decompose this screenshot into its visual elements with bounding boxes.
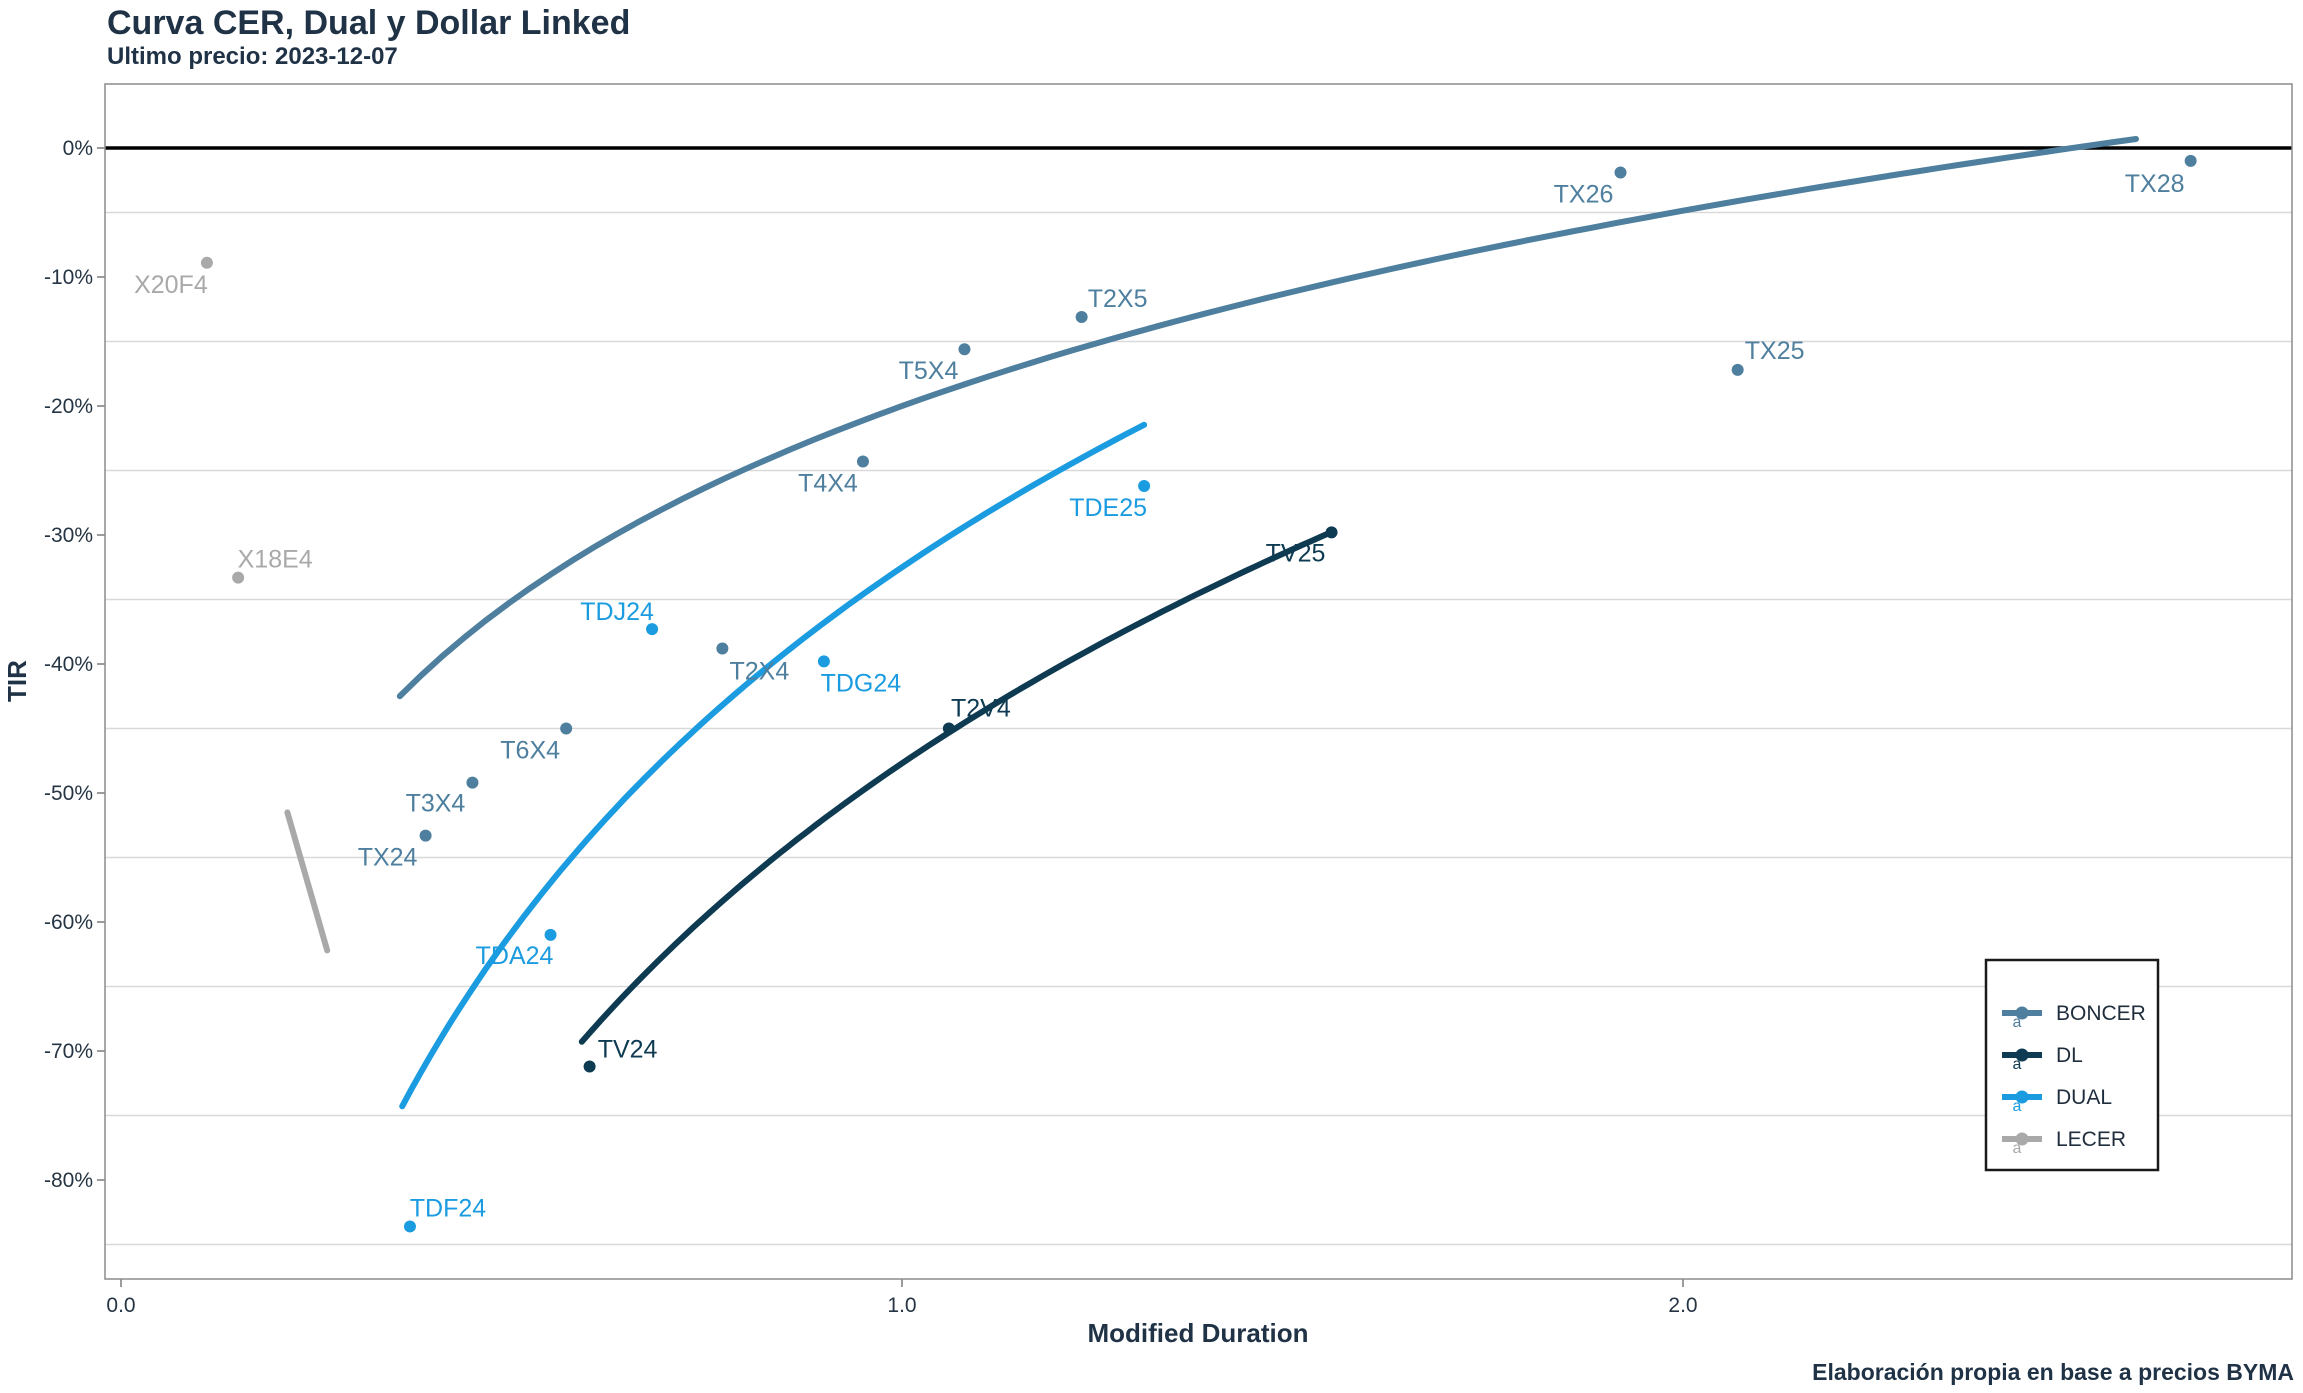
point-label-tv25: TV25 bbox=[1266, 539, 1326, 567]
data-point-t6x4 bbox=[560, 722, 573, 735]
trend-curve-lecer bbox=[284, 809, 331, 954]
point-label-tv24: TV24 bbox=[598, 1035, 658, 1063]
legend-key-glyph: a bbox=[2013, 1140, 2022, 1157]
point-label-tdj24: TDJ24 bbox=[580, 598, 654, 626]
y-tick-label: -40% bbox=[44, 653, 93, 676]
point-label-t2x5: T2X5 bbox=[1088, 285, 1148, 313]
trend-curve-dual bbox=[399, 421, 1148, 1110]
point-label-tdf24: TDF24 bbox=[410, 1194, 487, 1222]
y-tick-label: -30% bbox=[44, 524, 93, 547]
point-labels-layer: TX24 T3X4 T6X4 T2X4 T4X4 T5X4 T2X5 TX26 TX25 TX28… bbox=[134, 170, 2184, 1223]
point-label-t3x4: T3X4 bbox=[406, 790, 466, 818]
y-tick-label: -10% bbox=[44, 266, 93, 289]
data-point-t2x5 bbox=[1075, 310, 1088, 323]
x-axis-title: Modified Duration bbox=[1088, 1318, 1309, 1348]
legend-key-glyph: a bbox=[2013, 1098, 2022, 1115]
chart-subtitle: Ultimo precio: 2023-12-07 bbox=[107, 43, 398, 70]
legend-key-point bbox=[2015, 1090, 2029, 1104]
legend-key-point bbox=[2015, 1048, 2029, 1062]
panel-border bbox=[104, 83, 2293, 1280]
point-label-t6x4: T6X4 bbox=[500, 737, 560, 765]
panel-border-layer bbox=[104, 83, 2293, 1280]
legend-label: BONCER bbox=[2056, 1002, 2146, 1025]
axis-ticks-layer: 0% -10% -20% -30% -40% -50% -60% -70% -80% 0.0 1.0… bbox=[44, 137, 1698, 1317]
y-tick-label: -60% bbox=[44, 911, 93, 934]
gridlines-layer bbox=[105, 211, 2292, 1246]
data-point-tda24 bbox=[544, 928, 557, 941]
point-label-tda24: TDA24 bbox=[476, 942, 554, 970]
data-point-tdg24 bbox=[817, 655, 830, 668]
point-label-tx24: TX24 bbox=[358, 844, 418, 872]
point-label-t5x4: T5X4 bbox=[899, 357, 959, 385]
footer-credit: Elaboración propia en base a precios BYM… bbox=[1812, 1359, 2294, 1385]
legend-key-glyph: a bbox=[2013, 1056, 2022, 1073]
data-point-x18e4 bbox=[232, 571, 245, 584]
data-points-layer bbox=[200, 154, 2197, 1233]
trend-curve-dl bbox=[578, 529, 1334, 1045]
x-tick-label: 0.0 bbox=[106, 1294, 135, 1317]
data-point-x20f4 bbox=[200, 256, 213, 269]
legend-box bbox=[1984, 958, 2160, 1172]
point-label-tx28: TX28 bbox=[2125, 170, 2185, 198]
y-tick-label: -50% bbox=[44, 782, 93, 805]
data-point-tv25 bbox=[1325, 526, 1338, 539]
y-tick-label: -20% bbox=[44, 395, 93, 418]
legend-item-boncer: a BONCER bbox=[2002, 1002, 2146, 1031]
data-point-tx25 bbox=[1731, 363, 1744, 376]
data-point-t2x4 bbox=[716, 642, 729, 655]
legend-item-lecer: a LECER bbox=[2002, 1128, 2126, 1157]
legend: a BONCER a DL a DUAL a LECER bbox=[1984, 958, 2160, 1172]
data-point-tdj24 bbox=[646, 623, 659, 636]
data-point-tdf24 bbox=[403, 1220, 416, 1233]
point-label-t4x4: T4X4 bbox=[798, 469, 858, 497]
legend-key-point bbox=[2015, 1006, 2029, 1020]
data-point-tv24 bbox=[583, 1060, 596, 1073]
point-label-t2v4: T2V4 bbox=[951, 695, 1011, 723]
data-point-t2v4 bbox=[942, 722, 955, 735]
trend-curves-layer bbox=[284, 136, 2139, 1110]
x-tick-label: 2.0 bbox=[1668, 1294, 1697, 1317]
point-label-tde25: TDE25 bbox=[1069, 494, 1147, 522]
point-label-x20f4: X20F4 bbox=[134, 271, 208, 299]
data-point-t5x4 bbox=[958, 343, 971, 356]
data-point-tde25 bbox=[1138, 479, 1151, 492]
data-point-tx28 bbox=[2184, 154, 2197, 167]
y-tick-label: -80% bbox=[44, 1169, 93, 1192]
legend-key-point bbox=[2015, 1132, 2029, 1146]
point-label-tx25: TX25 bbox=[1745, 337, 1805, 365]
trend-curve-boncer bbox=[396, 136, 2139, 700]
point-label-x18e4: X18E4 bbox=[238, 546, 313, 574]
legend-label: LECER bbox=[2056, 1128, 2126, 1151]
y-tick-label: -70% bbox=[44, 1040, 93, 1063]
point-label-t2x4: T2X4 bbox=[729, 658, 789, 686]
data-point-tx24 bbox=[419, 829, 432, 842]
legend-item-dual: a DUAL bbox=[2002, 1086, 2112, 1115]
legend-item-dl: a DL bbox=[2002, 1044, 2083, 1073]
legend-label: DL bbox=[2056, 1044, 2083, 1067]
point-label-tx26: TX26 bbox=[1554, 181, 1614, 209]
x-tick-label: 1.0 bbox=[887, 1294, 916, 1317]
chart-title: Curva CER, Dual y Dollar Linked bbox=[107, 4, 630, 42]
data-point-t4x4 bbox=[856, 455, 869, 468]
legend-label: DUAL bbox=[2056, 1086, 2112, 1109]
y-tick-label: 0% bbox=[63, 137, 93, 160]
data-point-tx26 bbox=[1614, 166, 1627, 179]
data-point-t3x4 bbox=[466, 776, 479, 789]
point-label-tdg24: TDG24 bbox=[821, 669, 902, 697]
legend-key-glyph: a bbox=[2013, 1014, 2022, 1031]
y-axis-title: TIR bbox=[2, 660, 32, 702]
